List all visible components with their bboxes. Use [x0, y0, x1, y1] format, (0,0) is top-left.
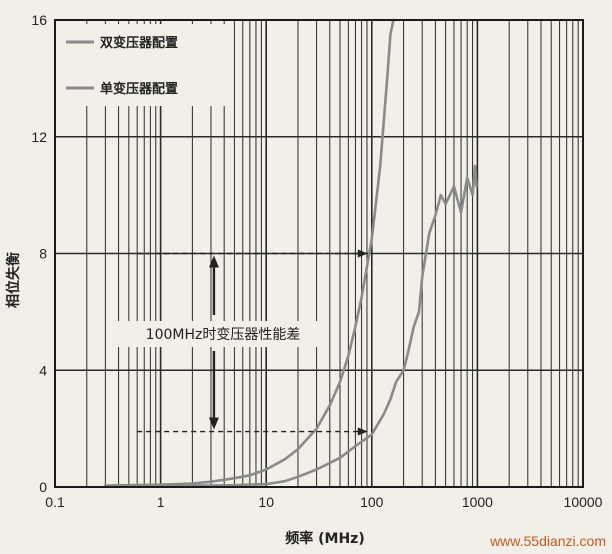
legend-background: [60, 24, 230, 106]
y-axis-title: 相位失衡: [5, 252, 22, 308]
y-tick-label: 12: [31, 129, 47, 145]
x-tick-label: 100: [360, 494, 384, 510]
x-tick-label: 10: [258, 494, 274, 510]
tick-labels: 0.1 1 10 100 1000 10000 0 4 8 12 16: [31, 12, 602, 510]
x-tick-label: 1000: [462, 494, 493, 510]
x-axis-title: 频率 (MHz): [285, 530, 364, 547]
x-tick-label: 1: [157, 494, 165, 510]
annotation-arrowhead-up: [208, 255, 219, 268]
legend-label: 单变压器配置: [100, 81, 178, 97]
y-tick-label: 8: [39, 246, 47, 262]
annotation-text: 100MHz时变压器性能差: [146, 327, 301, 343]
x-tick-label: 10000: [564, 494, 603, 510]
series-line-single-transformer: [104, 164, 478, 488]
annotation: 100MHz时变压器性能差: [118, 249, 368, 436]
series-line-dual-transformer: [104, 18, 395, 487]
annotation-arrowhead-down: [208, 417, 219, 430]
y-tick-label: 0: [39, 479, 47, 495]
annotation-label-background: [118, 321, 328, 348]
y-tick-label: 16: [31, 12, 47, 28]
legend-label: 双变压器配置: [100, 35, 178, 51]
y-tick-label: 4: [39, 362, 47, 378]
annotation-arrowhead-top: [357, 249, 368, 258]
plot-frame: [54, 19, 584, 488]
annotation-arrowhead-bottom: [357, 427, 368, 436]
series-layer: [104, 18, 478, 488]
x-tick-label: 0.1: [45, 494, 65, 510]
watermark: www.55dianzi.com: [489, 533, 606, 549]
